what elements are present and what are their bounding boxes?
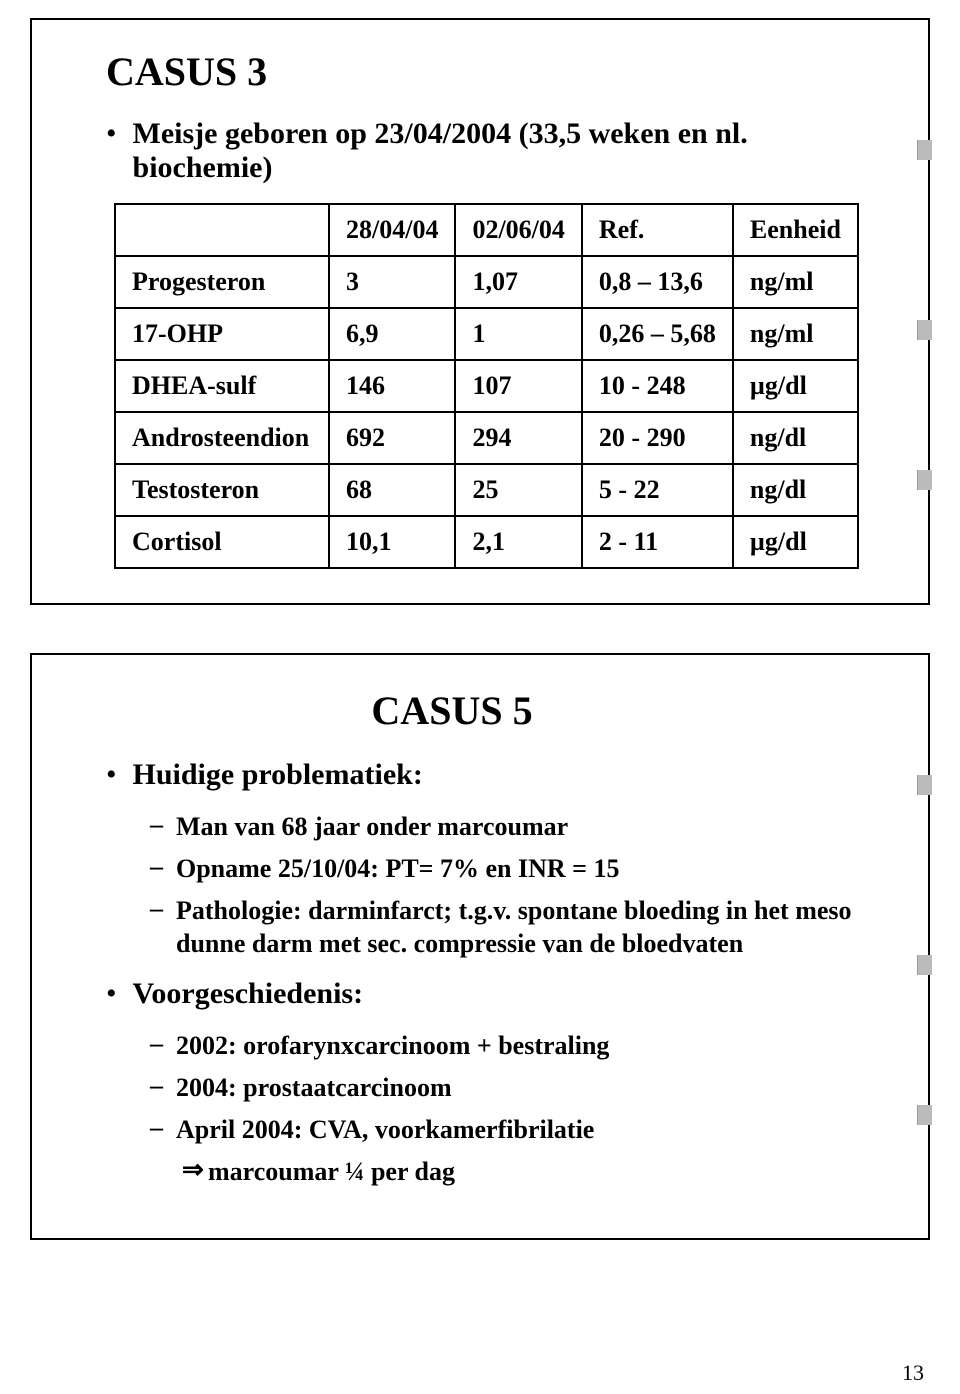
table-row: Androsteendion 692 294 20 - 290 ng/dl <box>115 412 858 464</box>
table-row: 17-OHP 6,9 1 0,26 – 5,68 ng/ml <box>115 308 858 360</box>
cell-analyte: Testosteron <box>115 464 329 516</box>
arrow-item-text: marcoumar ¼ per dag <box>208 1155 455 1189</box>
cell-val2: 1 <box>455 308 581 360</box>
bullet-icon: • <box>106 119 117 149</box>
section2-heading-row: • Voorgeschiedenis: <box>106 977 888 1011</box>
cell-ref: 0,26 – 5,68 <box>582 308 733 360</box>
section2-heading: Voorgeschiedenis: <box>133 977 364 1011</box>
col-header-date1: 28/04/04 <box>329 204 455 256</box>
cell-val1: 3 <box>329 256 455 308</box>
slide1-bullet-text: Meisje geboren op 23/04/2004 (33,5 weken… <box>133 117 888 185</box>
dash-icon: – <box>150 1029 176 1059</box>
lab-results-table: 28/04/04 02/06/04 Ref. Eenheid Progester… <box>114 203 859 569</box>
cell-val2: 2,1 <box>455 516 581 568</box>
cell-unit: ng/dl <box>733 412 858 464</box>
cell-unit: ng/ml <box>733 256 858 308</box>
col-header-unit: Eenheid <box>733 204 858 256</box>
list-item-text: 2004: prostaatcarcinoom <box>176 1071 452 1105</box>
table-row: Cortisol 10,1 2,1 2 - 11 µg/dl <box>115 516 858 568</box>
section1-heading: Huidige problematiek: <box>133 758 423 792</box>
table-row: DHEA-sulf 146 107 10 - 248 µg/dl <box>115 360 858 412</box>
section1-list: – Man van 68 jaar onder marcoumar – Opna… <box>150 810 888 961</box>
cell-val1: 146 <box>329 360 455 412</box>
cell-analyte: Cortisol <box>115 516 329 568</box>
cell-ref: 5 - 22 <box>582 464 733 516</box>
list-item: – April 2004: CVA, voorkamerfibrilatie <box>150 1113 888 1147</box>
slide-casus-5: CASUS 5 • Huidige problematiek: – Man va… <box>30 653 930 1240</box>
cell-ref: 0,8 – 13,6 <box>582 256 733 308</box>
slide1-title: CASUS 3 <box>106 48 888 95</box>
page: CASUS 3 • Meisje geboren op 23/04/2004 (… <box>0 0 960 1394</box>
slide-casus-3: CASUS 3 • Meisje geboren op 23/04/2004 (… <box>30 18 930 605</box>
cell-unit: µg/dl <box>733 360 858 412</box>
dash-icon: – <box>150 852 176 882</box>
cell-val1: 692 <box>329 412 455 464</box>
dash-icon: – <box>150 894 176 924</box>
list-item-text: April 2004: CVA, voorkamerfibrilatie <box>176 1113 594 1147</box>
list-item-text: 2002: orofarynxcarcinoom + bestraling <box>176 1029 609 1063</box>
cell-val1: 6,9 <box>329 308 455 360</box>
col-header-date2: 02/06/04 <box>455 204 581 256</box>
slide1-bullet: • Meisje geboren op 23/04/2004 (33,5 wek… <box>106 117 888 185</box>
dash-icon: – <box>150 810 176 840</box>
cell-val1: 10,1 <box>329 516 455 568</box>
list-item: – Pathologie: darminfarct; t.g.v. sponta… <box>150 894 888 962</box>
bullet-icon: • <box>106 760 117 790</box>
decorative-accent <box>917 1105 932 1125</box>
cell-ref: 20 - 290 <box>582 412 733 464</box>
list-item: – 2004: prostaatcarcinoom <box>150 1071 888 1105</box>
table-header-row: 28/04/04 02/06/04 Ref. Eenheid <box>115 204 858 256</box>
cell-val2: 107 <box>455 360 581 412</box>
slide2-title: CASUS 5 <box>106 687 888 734</box>
cell-unit: ng/ml <box>733 308 858 360</box>
cell-analyte: Androsteendion <box>115 412 329 464</box>
list-item-text: Opname 25/10/04: PT= 7% en INR = 15 <box>176 852 619 886</box>
cell-val1: 68 <box>329 464 455 516</box>
col-header-blank <box>115 204 329 256</box>
table-row: Testosteron 68 25 5 - 22 ng/dl <box>115 464 858 516</box>
cell-ref: 2 - 11 <box>582 516 733 568</box>
cell-analyte: Progesteron <box>115 256 329 308</box>
list-item: – 2002: orofarynxcarcinoom + bestraling <box>150 1029 888 1063</box>
cell-ref: 10 - 248 <box>582 360 733 412</box>
page-number: 13 <box>902 1360 924 1386</box>
arrow-icon: ⇒ <box>182 1155 208 1185</box>
section2-list: – 2002: orofarynxcarcinoom + bestraling … <box>150 1029 888 1188</box>
bullet-icon: • <box>106 979 117 1009</box>
cell-unit: ng/dl <box>733 464 858 516</box>
cell-val2: 1,07 <box>455 256 581 308</box>
cell-analyte: 17-OHP <box>115 308 329 360</box>
cell-unit: µg/dl <box>733 516 858 568</box>
dash-icon: – <box>150 1113 176 1143</box>
cell-val2: 294 <box>455 412 581 464</box>
cell-val2: 25 <box>455 464 581 516</box>
dash-icon: – <box>150 1071 176 1101</box>
col-header-ref: Ref. <box>582 204 733 256</box>
list-item-text: Man van 68 jaar onder marcoumar <box>176 810 568 844</box>
decorative-accent <box>917 470 932 490</box>
list-item: – Man van 68 jaar onder marcoumar <box>150 810 888 844</box>
arrow-item: ⇒ marcoumar ¼ per dag <box>182 1155 888 1189</box>
table-row: Progesteron 3 1,07 0,8 – 13,6 ng/ml <box>115 256 858 308</box>
cell-analyte: DHEA-sulf <box>115 360 329 412</box>
section1-heading-row: • Huidige problematiek: <box>106 758 888 792</box>
list-item: – Opname 25/10/04: PT= 7% en INR = 15 <box>150 852 888 886</box>
list-item-text: Pathologie: darminfarct; t.g.v. spontane… <box>176 894 888 962</box>
